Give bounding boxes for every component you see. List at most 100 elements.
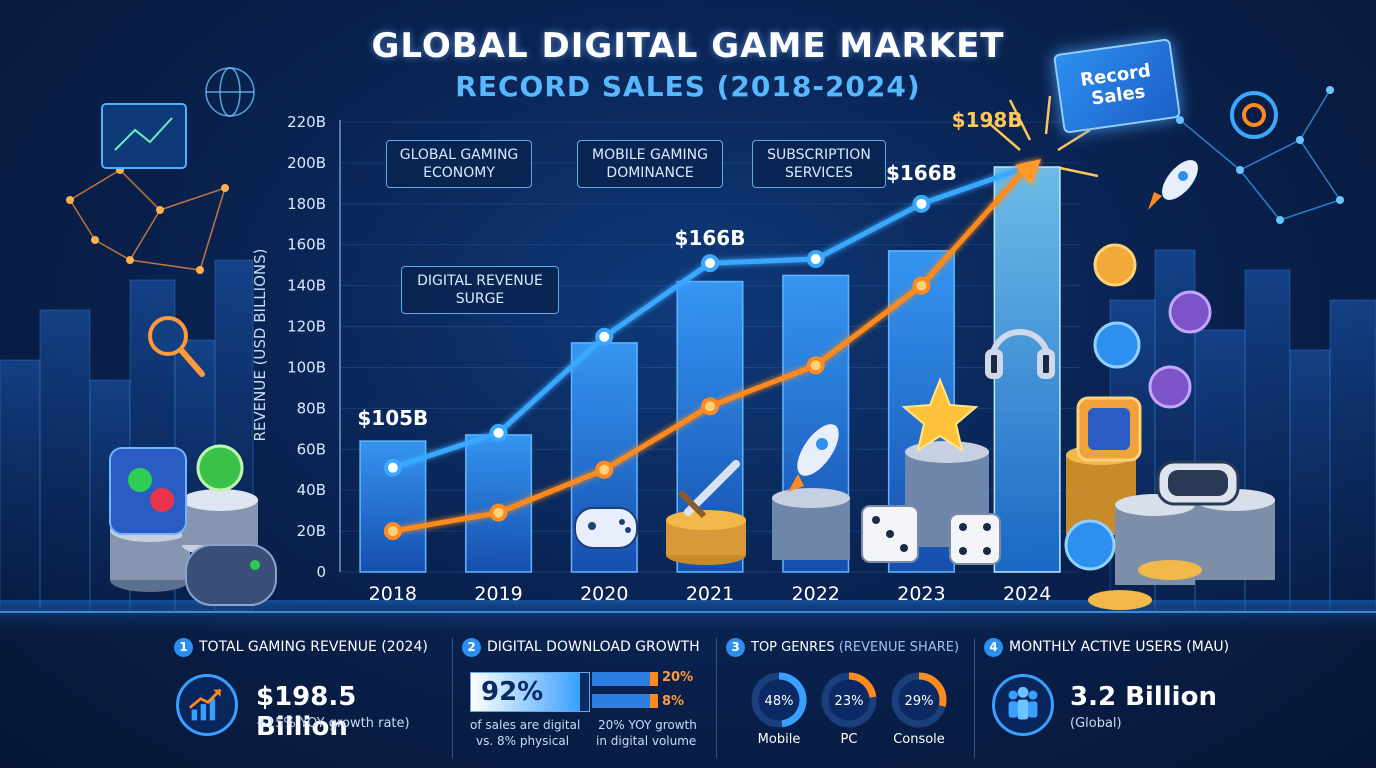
mini-bar-8-tip [650,694,658,708]
point-orange-2019 [489,503,508,522]
y-tick-label: 80B [297,399,326,417]
vr-headset-icon [1156,460,1240,506]
flag-label: Record Sales [1078,60,1153,110]
y-tick-label: 120B [287,318,326,336]
panel-heading: 3 TOP GENRES (REVENUE SHARE) [726,638,959,657]
panel-top-genres: 3 TOP GENRES (REVENUE SHARE) 48% 23% 29% Mo… [726,628,970,768]
x-tick-label: 2024 [1003,583,1051,605]
x-tick-label: 2021 [686,583,734,605]
point-blue-2020 [595,327,614,346]
monitor-icon [101,103,187,169]
growth-chart-icon [176,674,238,736]
mini-bar-20 [592,672,650,686]
page-subtitle: RECORD SALES (2018-2024) [455,70,921,103]
x-tick-label: 2020 [580,583,628,605]
downloads-note-left-1: of sales are digital [470,718,581,732]
spark-burst [989,95,1099,178]
y-tick-label: 0 [316,563,326,581]
donut-arc-console [891,672,947,728]
panel-number: 3 [726,638,745,657]
y-tick-label: 100B [287,358,326,376]
mini-bar-8 [592,694,650,708]
panel-digital-downloads: 2 DIGITAL DOWNLOAD GROWTH 92% 20% 8% of s… [462,628,712,768]
rocket-coins-icon [772,424,850,560]
callout-digital-revenue-surge: Digital Revenue Surge [401,266,559,314]
point-orange-2020 [595,460,614,479]
x-tick-label: 2018 [369,583,417,605]
downloads-note-right-1: 20% YOY growth [598,718,697,732]
point-orange-2018 [383,522,402,541]
y-tick-label: 60B [297,440,326,458]
rocket-icon [1148,160,1198,210]
genre-donuts: 48% 23% 29% [751,672,947,728]
panel-heading-text: TOP GENRES [751,640,835,655]
y-tick-label: 40B [297,481,326,499]
data-label-2021: $166B [675,226,746,250]
magnifier-icon [148,316,205,377]
panel-heading-text: TOTAL GAMING REVENUE (2024) [199,639,428,655]
data-label-2024: $198B [952,108,1023,132]
panel-heading: 4 MONTHLY ACTIVE USERS (MAU) [984,638,1229,657]
divider [974,638,975,758]
callout-mobile-gaming-dominance: Mobile Gaming Dominance [577,140,723,188]
data-label-2023: $166B [886,161,957,185]
point-blue-2023 [912,194,931,213]
point-orange-2022 [806,356,825,375]
total-revenue-value: $198.5 Billion [256,682,357,742]
point-blue-2019 [489,423,508,442]
gamepad-ab-buttons [109,444,244,535]
panel-number: 2 [462,638,481,657]
donut-arc-mobile [751,672,807,728]
point-blue-2022 [806,250,825,269]
digital-share-fill [471,673,580,711]
y-tick-label: 20B [297,522,326,540]
mini-label-20: 20% [662,670,694,685]
mau-value: 3.2 Billion [1070,682,1217,712]
y-tick-label: 160B [287,236,326,254]
arrowhead [1015,159,1042,185]
dice-icon [861,505,1001,565]
callout-global-gaming-economy: Global Gaming Economy [386,140,532,188]
data-label-2018: $105B [357,406,428,430]
point-orange-2021 [701,397,719,416]
panel-heading-paren: (REVENUE SHARE) [838,640,960,655]
users-group-icon [992,674,1054,736]
page-title: GLOBAL DIGITAL GAME MARKET [371,26,1005,66]
dollar-coins [1064,243,1212,571]
panel-heading: 1 TOTAL GAMING REVENUE (2024) [174,638,428,657]
genre-label-console: Console [893,732,945,747]
point-blue-2018 [383,458,402,477]
divider [452,638,453,758]
panel-heading: 2 DIGITAL DOWNLOAD GROWTH [462,638,700,657]
x-tick-label: 2022 [792,583,840,605]
genre-label-mobile: Mobile [757,732,801,747]
record-sales-flag: Record Sales [1053,38,1181,134]
y-tick-label: 220B [287,113,326,131]
x-tick-label: 2019 [474,583,522,605]
donut-value: 48% [765,694,794,709]
panel-number: 1 [174,638,193,657]
panel-heading-text: MONTHLY ACTIVE USERS (MAU) [1009,639,1230,655]
digital-share-value: 92% [481,677,544,707]
mini-label-8: 8% [662,694,685,709]
gamepad-icon [574,507,638,549]
headset-icon [985,329,1055,379]
panel-number: 4 [984,638,1003,657]
y-tick-label: 140B [287,277,326,295]
donut-value: 23% [835,694,864,709]
x-tick-label: 2023 [897,583,945,605]
sword-coins-icon [666,460,746,565]
mau-note: (Global) [1070,716,1122,731]
callout-subscription-services: Subscription Services [752,140,886,188]
genre-label-pc: PC [840,732,858,747]
digital-share-bar: 92% [470,672,590,712]
y-tick-label: 200B [287,154,326,172]
stats-bar: 1 TOTAL GAMING REVENUE (2024) $198.5 Bill… [0,628,1376,768]
downloads-note-right-2: in digital volume [596,734,697,748]
panel-total-revenue: 1 TOTAL GAMING REVENUE (2024) $198.5 Bill… [174,628,444,768]
panel-heading-text: DIGITAL DOWNLOAD GROWTH [487,639,700,655]
y-axis-label: REVENUE (USD BILLIONS) [251,248,269,441]
downloads-note-left-2: vs. 8% physical [476,734,570,748]
